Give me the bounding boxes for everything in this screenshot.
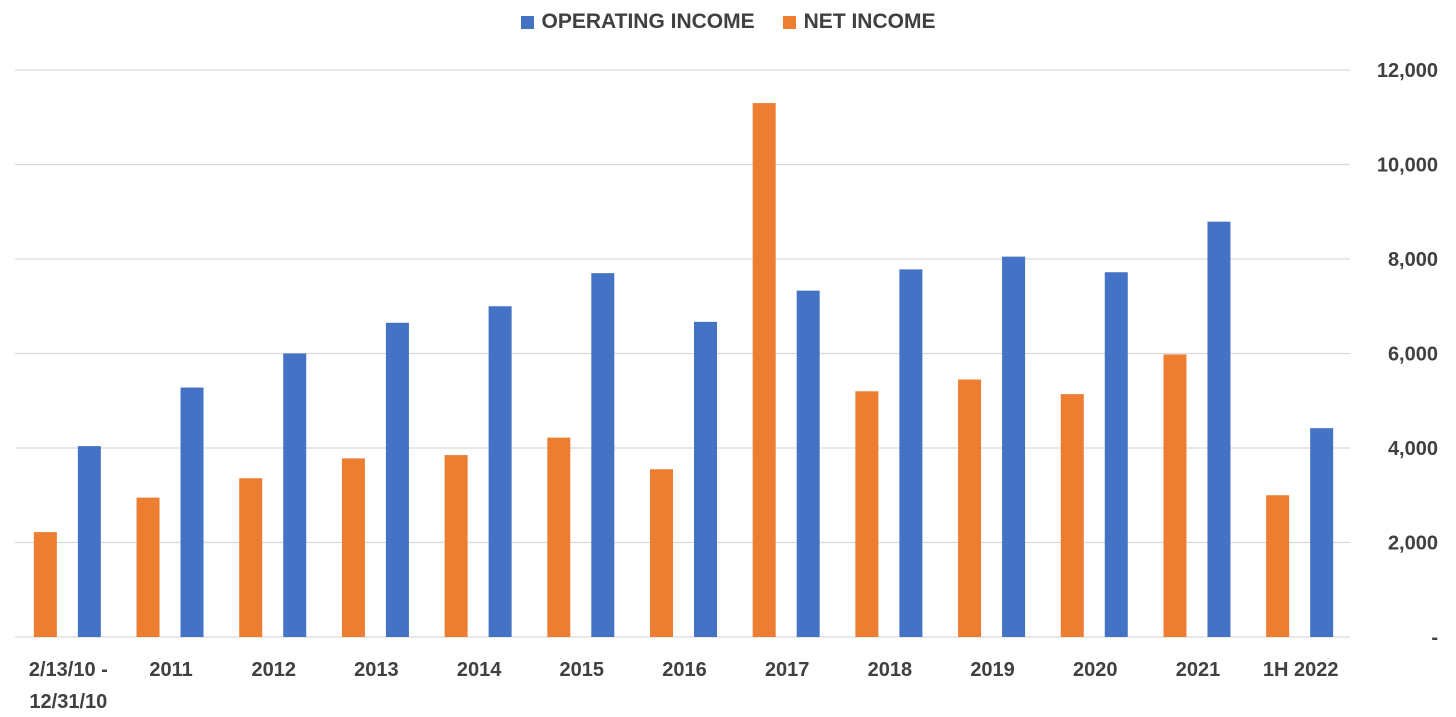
bar-net-income — [136, 497, 160, 637]
x-tick-label: 2015 — [560, 659, 605, 681]
x-tick-label: 2014 — [457, 659, 502, 681]
bar-operating-income — [77, 446, 101, 637]
bar-operating-income — [796, 290, 820, 637]
y-tick-label: 8,000 — [1388, 249, 1438, 271]
x-tick-label: 2021 — [1176, 659, 1221, 681]
bar-net-income — [1060, 394, 1084, 637]
bar-net-income — [1266, 495, 1290, 637]
bar-operating-income — [385, 322, 409, 637]
y-tick-label: - — [1431, 627, 1438, 649]
bar-operating-income — [180, 387, 204, 637]
x-tick-label: 12/31/10 — [29, 691, 107, 713]
bar-net-income — [958, 379, 982, 637]
y-tick-label: 6,000 — [1388, 344, 1438, 366]
bar-net-income — [547, 437, 571, 637]
x-tick-label: 2016 — [662, 659, 707, 681]
legend-label-operating-income: OPERATING INCOME — [541, 10, 755, 33]
bar-net-income — [650, 469, 673, 637]
legend-label-net-income: NET INCOME — [803, 10, 936, 33]
x-tick-label: 2019 — [970, 659, 1015, 681]
x-tick-label: 2017 — [765, 659, 810, 681]
y-tick-label: 2,000 — [1388, 533, 1438, 555]
x-tick-label: 2/13/10 - — [29, 659, 108, 681]
bar-operating-income — [694, 321, 717, 637]
y-tick-label: 4,000 — [1388, 438, 1438, 460]
legend-swatch-net-income — [782, 15, 796, 29]
bar-operating-income — [1002, 256, 1026, 637]
bar-operating-income — [1207, 221, 1231, 638]
x-tick-label: 2020 — [1073, 659, 1118, 681]
bar-operating-income — [283, 353, 307, 637]
x-tick-label: 2018 — [868, 659, 913, 681]
bar-operating-income — [899, 269, 923, 637]
bar-net-income — [239, 478, 263, 637]
bar-net-income — [444, 455, 468, 637]
x-tick-label: 2011 — [149, 659, 192, 681]
legend-item-net-income: NET INCOME — [782, 10, 936, 34]
bar-net-income — [33, 532, 57, 637]
y-tick-label: 10,000 — [1377, 155, 1438, 177]
x-tick-label: 2012 — [251, 659, 296, 681]
legend: OPERATING INCOME NET INCOME — [0, 10, 1456, 34]
bar-operating-income — [591, 273, 615, 637]
x-tick-label: 2013 — [354, 659, 399, 681]
bar-operating-income — [1310, 428, 1334, 637]
bar-operating-income — [1104, 272, 1128, 637]
legend-item-operating-income: OPERATING INCOME — [520, 10, 755, 34]
bar-operating-income — [488, 306, 512, 637]
y-tick-label: 12,000 — [1377, 60, 1438, 82]
bar-net-income — [341, 458, 365, 637]
x-tick-label: 1H 2022 — [1263, 659, 1339, 681]
legend-swatch-operating-income — [520, 15, 534, 29]
bar-net-income — [752, 103, 776, 637]
bar-net-income — [855, 391, 879, 637]
bar-net-income — [1163, 354, 1187, 637]
